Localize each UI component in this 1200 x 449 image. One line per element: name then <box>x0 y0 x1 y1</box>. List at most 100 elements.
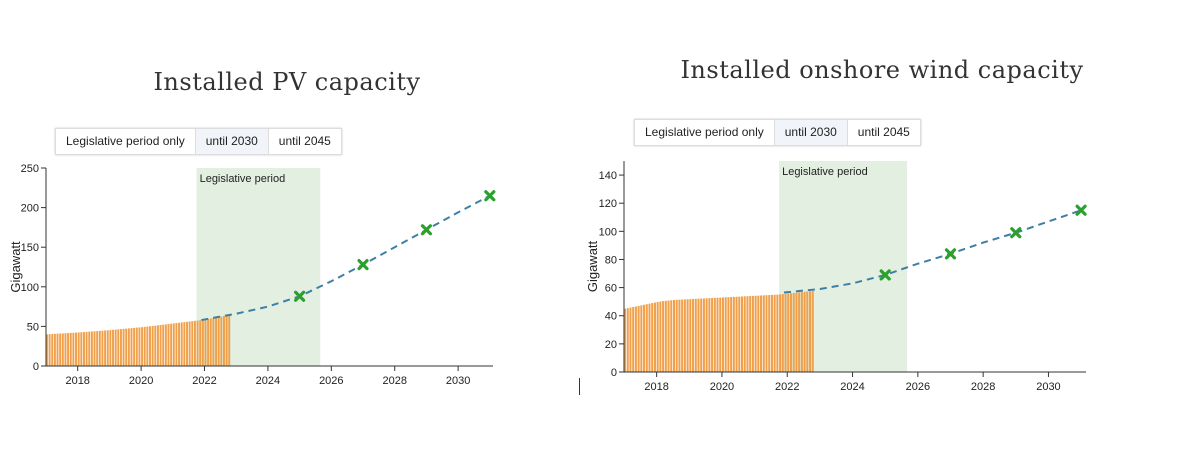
bar <box>46 334 48 366</box>
bar <box>732 296 735 372</box>
bar <box>784 293 787 372</box>
legislative-period-label: Legislative period <box>782 166 868 178</box>
target-marker <box>294 290 306 302</box>
x-tick-label: 2028 <box>971 381 995 393</box>
legislative-period-only-button[interactable]: Legislative period only <box>635 120 775 145</box>
y-tick-label: 200 <box>21 203 39 215</box>
target-marker <box>1010 227 1022 239</box>
projection-line <box>783 209 1082 294</box>
bar <box>201 319 204 366</box>
bar <box>159 324 162 366</box>
bar <box>98 330 101 366</box>
bar <box>798 292 801 372</box>
bar <box>779 294 782 372</box>
bar <box>59 333 62 366</box>
bar <box>191 321 194 366</box>
bar <box>199 320 202 366</box>
until-2045-button[interactable]: until 2045 <box>268 129 341 154</box>
until-2045-button[interactable]: until 2045 <box>847 120 920 145</box>
wind-range-toggle: Legislative period only until 2030 until… <box>634 119 921 146</box>
legislative-period-shade <box>779 161 908 372</box>
bar <box>143 326 146 366</box>
bar <box>730 297 733 372</box>
target-marker <box>944 248 957 260</box>
bar <box>80 332 83 366</box>
legislative-period-only-button[interactable]: Legislative period only <box>56 129 196 154</box>
bar <box>672 299 675 372</box>
bar <box>125 328 128 366</box>
bar <box>223 316 225 366</box>
bar <box>716 297 719 372</box>
bar <box>109 330 112 366</box>
bar <box>146 326 149 366</box>
x-tick-label: 2030 <box>446 375 470 387</box>
bar <box>656 301 659 372</box>
bar <box>88 331 91 366</box>
bar <box>789 293 792 372</box>
until-2030-button[interactable]: until 2030 <box>195 129 269 154</box>
bar <box>127 328 130 366</box>
target-marker <box>420 224 433 236</box>
bar <box>637 305 640 372</box>
bar <box>164 324 167 366</box>
bar <box>711 298 714 372</box>
wind-chart: Legislative period 0 20 40 60 80 100 120 140 2018… <box>585 161 1087 393</box>
bar <box>180 322 183 366</box>
bar <box>727 297 730 372</box>
bar <box>101 330 104 366</box>
legislative-period-shade <box>196 168 321 366</box>
bar <box>56 333 59 366</box>
bar <box>112 329 114 366</box>
x-tick-label: 2020 <box>129 375 153 387</box>
bar <box>686 299 689 372</box>
bar <box>749 296 752 372</box>
bar <box>220 316 223 366</box>
bar <box>806 291 809 372</box>
x-tick-label: 2024 <box>840 381 864 393</box>
bar <box>196 320 199 366</box>
bar <box>212 318 215 366</box>
bar <box>740 296 744 372</box>
x-tick-label: 2022 <box>192 375 216 387</box>
bar <box>792 292 795 372</box>
bar <box>67 333 70 366</box>
target-marker <box>1075 204 1087 216</box>
bar <box>48 334 51 366</box>
bar <box>162 324 165 366</box>
projection-line <box>201 194 491 322</box>
y-tick-label: 150 <box>21 242 39 254</box>
bar <box>678 299 681 372</box>
bar <box>141 327 144 366</box>
x-tick-label: 2022 <box>775 381 799 393</box>
bar <box>209 318 212 366</box>
bar <box>787 293 790 372</box>
bar <box>643 304 646 372</box>
bar <box>700 298 703 372</box>
bar <box>225 315 228 366</box>
bar <box>64 333 67 366</box>
bar <box>662 301 665 372</box>
bar <box>724 297 727 372</box>
x-tick-label: 2026 <box>319 375 343 387</box>
bar <box>106 330 109 366</box>
bar <box>795 292 798 372</box>
bar <box>183 322 186 366</box>
y-tick-label: 60 <box>605 283 617 295</box>
bar <box>149 326 151 366</box>
bar <box>133 327 136 366</box>
bar <box>138 327 141 366</box>
pv-chart: Legislative period 0 50 100 150 200 250 2018 202… <box>8 163 496 387</box>
bar <box>803 291 806 372</box>
until-2030-button[interactable]: until 2030 <box>774 120 848 145</box>
bar <box>702 298 705 372</box>
bar <box>72 332 75 366</box>
bar <box>697 298 700 372</box>
bar <box>130 328 133 366</box>
x-tick-label: 2024 <box>256 375 280 387</box>
y-tick-label: 120 <box>599 198 617 210</box>
y-tick-label: 20 <box>605 339 617 351</box>
bar <box>683 299 686 372</box>
y-tick-label: 250 <box>21 163 39 175</box>
bar <box>754 295 757 372</box>
